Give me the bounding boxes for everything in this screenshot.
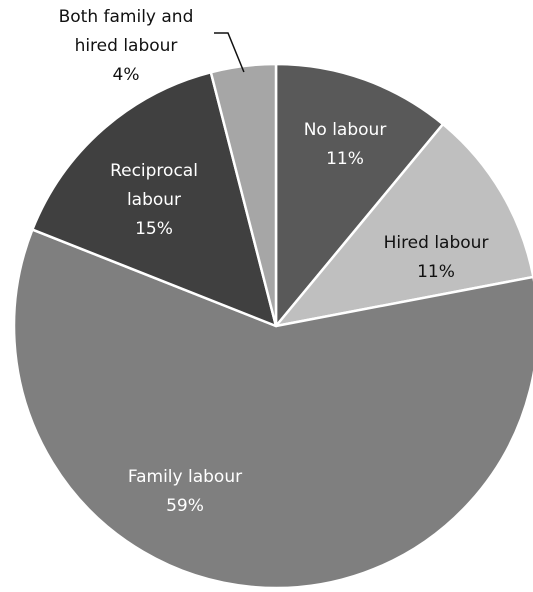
pie-slice-both-family-and-hired-labour (209, 62, 278, 328)
data-label-percent-both-family-and-hired-labour: 4% (113, 65, 140, 85)
data-label-category-reciprocal-labour: labour (127, 190, 181, 210)
data-label-category-no-labour: No labour (304, 120, 387, 140)
data-label-percent-reciprocal-labour: 15% (135, 219, 173, 239)
data-label-category-hired-labour: Hired labour (384, 233, 489, 253)
data-label-percent-family-labour: 59% (166, 496, 204, 516)
pie-slice-reciprocal-labour (31, 70, 278, 328)
data-label-category-reciprocal-labour: Reciprocal (110, 161, 198, 181)
data-label-category-both-family-and-hired-labour: Both family and (59, 7, 194, 27)
data-label-category-both-family-and-hired-labour: hired labour (75, 36, 178, 56)
pie-labels: No labour 11% Hired labour 11% Family labour… (59, 7, 489, 516)
pie-slice-hired-labour (274, 122, 533, 328)
pie-slice-no-labour (274, 62, 445, 328)
leader-line-both-family-and-hired-labour (214, 32, 245, 73)
pie-slices (12, 62, 533, 590)
pie-slice-family-labour (12, 228, 533, 590)
data-label-category-family-labour: Family labour (128, 467, 242, 487)
data-label-percent-hired-labour: 11% (417, 262, 455, 282)
data-label-percent-no-labour: 11% (326, 149, 364, 169)
